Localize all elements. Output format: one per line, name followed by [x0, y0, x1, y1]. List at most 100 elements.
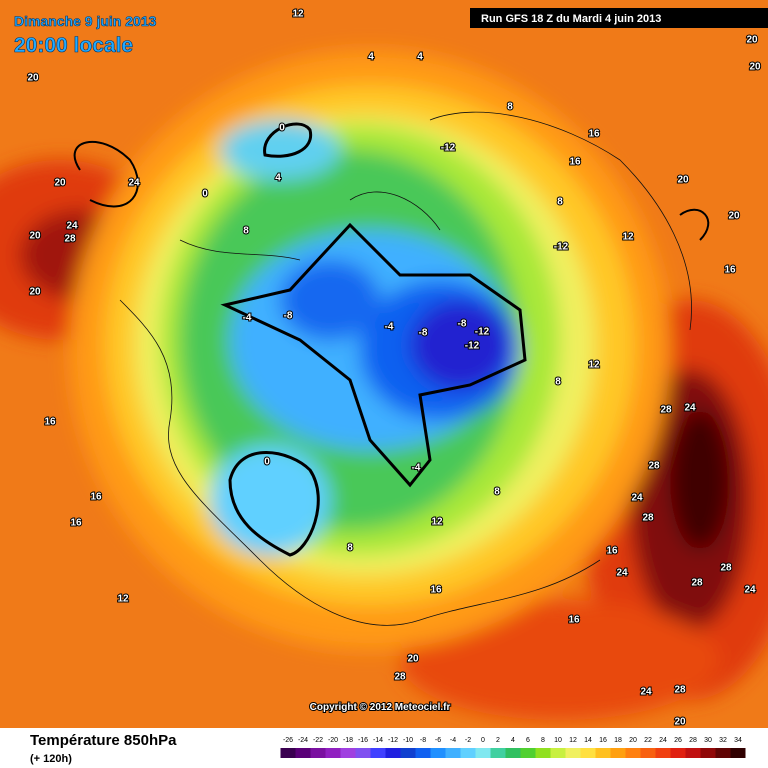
contour-label: 4: [275, 173, 281, 184]
contour-label: 12: [117, 594, 129, 605]
contour-lines: [73, 122, 710, 557]
scale-label: -8: [420, 737, 426, 744]
scale-swatch: [400, 748, 416, 758]
scale-label: -24: [298, 737, 308, 744]
scale-swatch: [520, 748, 536, 758]
contour-label: 12: [431, 517, 443, 528]
scale-label: -26: [283, 737, 293, 744]
contour-label: 28: [642, 513, 654, 524]
contour-label: 24: [744, 585, 756, 596]
contour-label: 20: [407, 654, 419, 665]
scale-label: -20: [328, 737, 338, 744]
contour-label: 16: [569, 157, 581, 168]
scale-swatch: [445, 748, 461, 758]
contour-label: 16: [568, 615, 580, 626]
scale-label: -22: [313, 737, 323, 744]
scale-label: -4: [450, 737, 456, 744]
contour-label: 20: [677, 175, 689, 186]
coastlines: [119, 111, 692, 626]
contour-label: 28: [660, 405, 672, 416]
scale-label: 32: [719, 737, 727, 744]
scale-label: 4: [511, 737, 515, 744]
contour-label: -12: [554, 242, 569, 253]
contour-label: -12: [475, 327, 490, 338]
contour-label: 0: [264, 457, 270, 468]
scale-label: -2: [465, 737, 471, 744]
run-info: Run GFS 18 Z du Mardi 4 juin 2013: [481, 13, 661, 25]
contour-label: 8: [555, 377, 561, 388]
scale-swatch: [535, 748, 551, 758]
contour-label: 12: [292, 9, 304, 20]
contour-label: -12: [465, 341, 480, 352]
scale-swatch: [550, 748, 566, 758]
contour-label: 28: [720, 563, 732, 574]
contour-label: 28: [64, 234, 76, 245]
scale-label: 10: [554, 737, 562, 744]
scale-swatch: [595, 748, 611, 758]
scale-label: 30: [704, 737, 712, 744]
color-scale: -26 -24 -22 -20 -18 -16 -14 -12 -10 -8 -6 -4 -2 0 2 4 6 8…: [280, 737, 746, 758]
scale-label: 28: [689, 737, 697, 744]
scale-swatch: [640, 748, 656, 758]
contour-label: -4: [412, 463, 421, 474]
contour-label: 16: [44, 417, 56, 428]
contour-label: 16: [724, 265, 736, 276]
contour-label: -4: [385, 322, 394, 333]
contour-label: -8: [419, 328, 428, 339]
contour-label: 16: [90, 492, 102, 503]
contour-label: 24: [631, 493, 643, 504]
scale-label: 26: [674, 737, 682, 744]
contour-label: 20: [29, 287, 41, 298]
contour-label: 28: [394, 672, 406, 683]
contour-label: 12: [588, 360, 600, 371]
scale-label: 18: [614, 737, 622, 744]
contour-label: 24: [616, 568, 628, 579]
contour-label: 8: [507, 102, 513, 113]
date: Dimanche 9 juin 2013: [14, 13, 157, 29]
contour-label: -12: [441, 143, 456, 154]
scale-swatch: [655, 748, 671, 758]
scale-label: -12: [388, 737, 398, 744]
scale-swatch: [340, 748, 356, 758]
scale-swatch: [715, 748, 731, 758]
scale-swatch: [685, 748, 701, 758]
scale-label: 20: [629, 737, 637, 744]
temperature-field: [0, 50, 768, 720]
contour-label: 16: [70, 518, 82, 529]
scale-swatch: [730, 748, 746, 758]
scale-swatch: [580, 748, 596, 758]
contour-label: 24: [640, 687, 652, 698]
scale-label: 8: [541, 737, 545, 744]
scale-label: 22: [644, 737, 652, 744]
scale-swatch: [670, 748, 686, 758]
scale-swatch: [310, 748, 326, 758]
contour-label: -4: [243, 313, 252, 324]
contour-label: -8: [284, 311, 293, 322]
contour-label: 0: [202, 189, 208, 200]
contour-label: 20: [29, 231, 41, 242]
contour-label: 8: [347, 543, 353, 554]
contour-label: 20: [728, 211, 740, 222]
contour-label: 28: [674, 685, 686, 696]
contour-label: 20: [749, 62, 761, 73]
scale-label: 14: [584, 737, 592, 744]
scale-swatch: [625, 748, 641, 758]
contour-label: 20: [746, 35, 758, 46]
contour-label: 20: [27, 73, 39, 84]
scale-swatch: [490, 748, 506, 758]
scale-swatch: [700, 748, 716, 758]
scale-label: 34: [734, 737, 742, 744]
contour-label: 20: [674, 717, 686, 728]
scale-swatch: [280, 748, 296, 758]
scale-swatch: [385, 748, 401, 758]
contour-label: -8: [458, 319, 467, 330]
footer-title: Température 850hPa: [30, 732, 177, 749]
contour-label: 8: [494, 487, 500, 498]
scale-swatch: [295, 748, 311, 758]
contour-label: 0: [279, 123, 285, 134]
copyright: Copyright © 2012 Meteociel.fr: [310, 702, 451, 713]
scale-label: 12: [569, 737, 577, 744]
time: 20:00 locale: [14, 34, 133, 57]
scale-swatch: [370, 748, 386, 758]
